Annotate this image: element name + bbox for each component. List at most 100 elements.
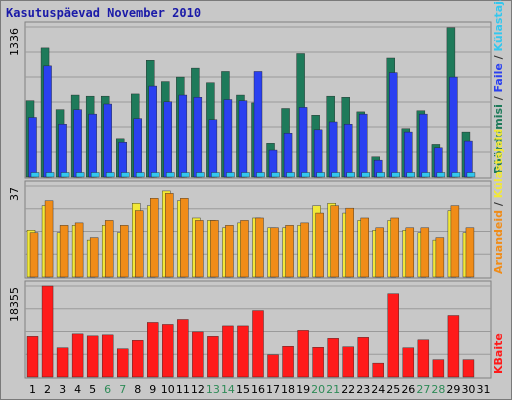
- chart-title: Kasutuspäevad November 2010: [6, 6, 202, 20]
- x-tick-label-19: 19: [296, 383, 310, 396]
- legend-middle: Aruandeid / Külastajaid: [492, 129, 505, 274]
- bar-kbaite-21: [327, 338, 339, 378]
- panel-bottom: 18355: [8, 280, 492, 379]
- x-axis-labels: 1 2 3 4 5 6 7 8 9 10 11 12 13 14 15 16 17 18 19 20 21 22 23 24 2…: [29, 383, 490, 396]
- bar-kbaite-8: [132, 340, 144, 378]
- x-tick-label-13: 13: [206, 383, 220, 396]
- bar-k-lastajaid-27: [421, 172, 431, 178]
- bar-aruandeid-24: [375, 227, 384, 278]
- bar-faile-12: [193, 97, 203, 178]
- bar-aruandeid-30: [465, 227, 475, 278]
- x-tick-label-25: 25: [386, 383, 400, 396]
- x-tick-label-2: 2: [44, 383, 51, 396]
- bar-kbaite-2: [41, 285, 54, 378]
- bar-k-lastajaid-14: [226, 172, 235, 178]
- x-tick-label-6: 6: [104, 383, 111, 396]
- bar-kbaite-17: [267, 354, 279, 378]
- x-tick-label-22: 22: [341, 383, 355, 396]
- bar-kbaite-7: [117, 348, 129, 378]
- x-tick-label-4: 4: [74, 383, 81, 396]
- y-tick-label-top: 1336: [8, 28, 21, 56]
- bar-kbaite-15: [237, 325, 249, 378]
- bar-aruandeid-3: [59, 225, 69, 278]
- y-tick-label-bottom: 18355: [8, 287, 21, 322]
- x-tick-label-11: 11: [176, 383, 190, 396]
- bar-aruandeid-26: [405, 227, 415, 278]
- bar-aruandeid-18: [285, 225, 294, 278]
- bar-aruandeid-2: [44, 200, 54, 278]
- legend-item-kbaite: KBaite: [492, 333, 505, 374]
- x-tick-label-9: 9: [149, 383, 156, 396]
- bar-k-lastajaid-22: [346, 172, 355, 178]
- legend-item-k-lastajaid: Külastajaid: [492, 0, 505, 51]
- bar-aruandeid-10: [165, 193, 174, 278]
- x-tick-label-3: 3: [59, 383, 66, 396]
- bar-k-lastajaid-1: [30, 172, 40, 178]
- bar-faile-19: [298, 107, 308, 178]
- bar-faile-22: [343, 124, 353, 178]
- bar-aruandeid-20: [315, 212, 324, 278]
- bar-k-lastajaid-25: [391, 172, 400, 178]
- bar-faile-30: [464, 140, 473, 178]
- bar-k-lastajaid-15: [241, 172, 250, 178]
- bar-aruandeid-29: [450, 205, 460, 278]
- bar-k-lastajaid-29: [451, 172, 461, 178]
- bar-kbaite-28: [432, 359, 445, 378]
- bar-faile-20: [313, 129, 323, 178]
- bar-kbaite-9: [147, 322, 159, 378]
- bar-aruandeid-1: [29, 232, 39, 278]
- bar-kbaite-5: [86, 335, 99, 378]
- panel-top: 1336: [8, 21, 492, 179]
- legend-separator: /: [492, 51, 505, 63]
- bar-aruandeid-7: [120, 225, 129, 278]
- legend-separator: /: [492, 92, 505, 104]
- legend-group: Pöördumisi / Faile / KülastajaidAruandei…: [492, 0, 505, 374]
- bar-kbaite-1: [26, 336, 39, 378]
- x-tick-label-12: 12: [191, 383, 205, 396]
- bar-k-lastajaid-2: [45, 172, 55, 178]
- bar-faile-16: [253, 71, 263, 178]
- bar-kbaite-16: [252, 310, 264, 378]
- bar-aruandeid-4: [74, 222, 84, 278]
- x-tick-label-16: 16: [251, 383, 265, 396]
- bar-kbaite-27: [417, 339, 430, 378]
- x-tick-label-8: 8: [134, 383, 141, 396]
- bar-faile-27: [419, 113, 428, 178]
- x-tick-label-15: 15: [236, 383, 250, 396]
- bar-k-lastajaid-12: [196, 172, 205, 178]
- bar-kbaite-26: [402, 347, 415, 378]
- bar-kbaite-29: [447, 315, 460, 378]
- bar-kbaite-14: [222, 325, 234, 378]
- x-tick-label-17: 17: [266, 383, 280, 396]
- legend-item-aruandeid: Aruandeid: [492, 210, 505, 274]
- bar-kbaite-12: [192, 331, 204, 378]
- x-tick-label-23: 23: [356, 383, 370, 396]
- bar-aruandeid-19: [300, 222, 309, 278]
- x-tick-label-1: 1: [29, 383, 36, 396]
- bar-faile-15: [238, 100, 248, 178]
- x-tick-label-28: 28: [431, 383, 445, 396]
- x-tick-label-30: 30: [461, 383, 475, 396]
- legend-separator: /: [492, 198, 505, 210]
- bar-k-lastajaid-3: [60, 172, 70, 178]
- bar-faile-21: [328, 121, 338, 178]
- bar-aruandeid-9: [150, 198, 159, 278]
- bar-aruandeid-17: [270, 227, 279, 278]
- bar-faile-7: [118, 141, 127, 178]
- bar-kbaite-23: [357, 337, 369, 378]
- bar-kbaite-25: [387, 293, 399, 378]
- bar-aruandeid-28: [435, 237, 445, 278]
- bar-k-lastajaid-23: [361, 172, 370, 178]
- x-tick-label-14: 14: [221, 383, 235, 396]
- bar-aruandeid-23: [360, 217, 369, 278]
- bar-kbaite-30: [462, 359, 475, 378]
- bar-kbaite-13: [207, 336, 219, 378]
- bar-faile-26: [404, 131, 413, 178]
- legend-bottom: KBaite: [492, 333, 505, 374]
- bar-aruandeid-14: [225, 225, 234, 278]
- legend-item-k-lastajaid: Külastajaid: [492, 129, 505, 198]
- x-tick-label-21: 21: [326, 383, 340, 396]
- bar-faile-3: [58, 124, 67, 178]
- bar-aruandeid-11: [180, 198, 189, 278]
- bar-faile-5: [88, 113, 97, 178]
